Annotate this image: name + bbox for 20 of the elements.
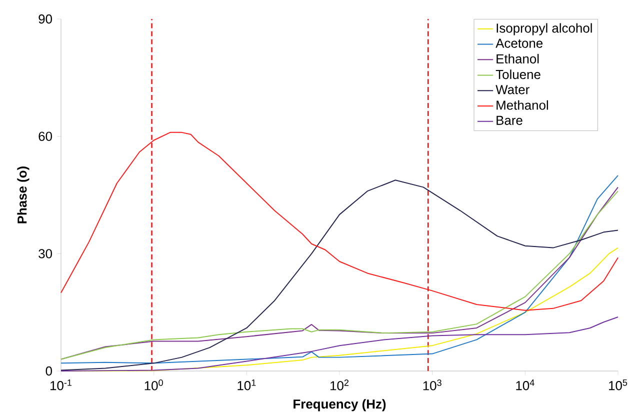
x-tick-label: 10$^{0}$ [144,380,163,390]
y-axis-title: Phase (o) [17,166,30,224]
x-axis-title: Frequency (Hz) [294,399,386,412]
legend-label: Ethanol [496,54,539,64]
x-tick-label: 10$^{3}$ [423,380,442,390]
y-tick-label: 30 [38,249,52,258]
x-tick-label: 10$^{-1}$ [50,380,72,390]
legend-label: Methanol [496,100,548,110]
legend-label: Toluene [496,70,540,80]
y-tick-label: 60 [38,132,52,141]
y-tick-label: 90 [38,14,52,24]
x-tick-label: 10$^{2}$ [330,380,349,390]
x-tick-label: 10$^{4}$ [516,380,534,390]
legend-label: Water [496,85,530,94]
x-tick-label: 10$^{1}$ [238,380,256,390]
legend-label: Acetone [496,38,543,48]
legend-label: Bare [496,116,522,125]
x-tick-label: 10$^{5}$ [609,380,628,390]
legend-label: Isopropyl alcohol [496,23,592,36]
y-tick-label: 0 [46,366,52,376]
